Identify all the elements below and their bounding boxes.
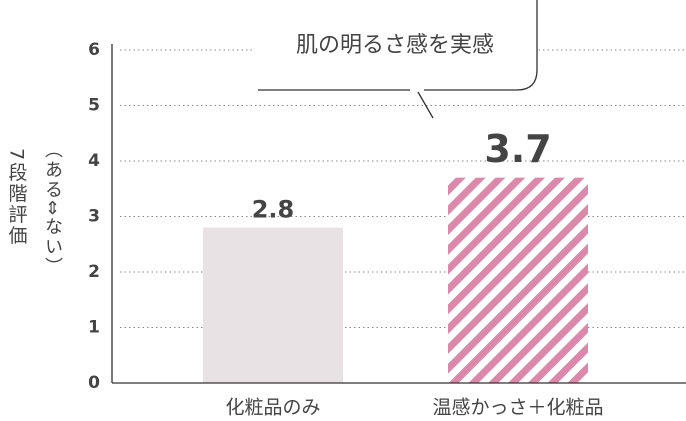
y-tick-label: 5 [88,96,100,116]
x-tick-label: 温感かっさ＋化粧品 [432,397,603,419]
x-tick-label: 化粧品のみ [225,397,320,419]
y-tick-label: 6 [88,40,100,60]
y-axis-label-note: （ある⇔ない） [42,140,63,277]
bar [203,227,343,383]
y-axis-label: 7段階評価 [6,148,28,246]
y-tick-label: 3 [88,207,100,227]
bar [448,177,588,383]
value-label: 3.7 [484,127,551,171]
callout-outline [258,0,538,119]
y-tick-label: 2 [88,262,100,282]
callout-background [255,26,537,66]
y-tick-label: 1 [88,318,100,338]
y-tick-label: 0 [88,373,100,393]
callout-text: 肌の明るさ感を実感 [296,33,494,58]
y-tick-label: 4 [88,151,100,171]
value-label: 2.8 [252,196,295,224]
